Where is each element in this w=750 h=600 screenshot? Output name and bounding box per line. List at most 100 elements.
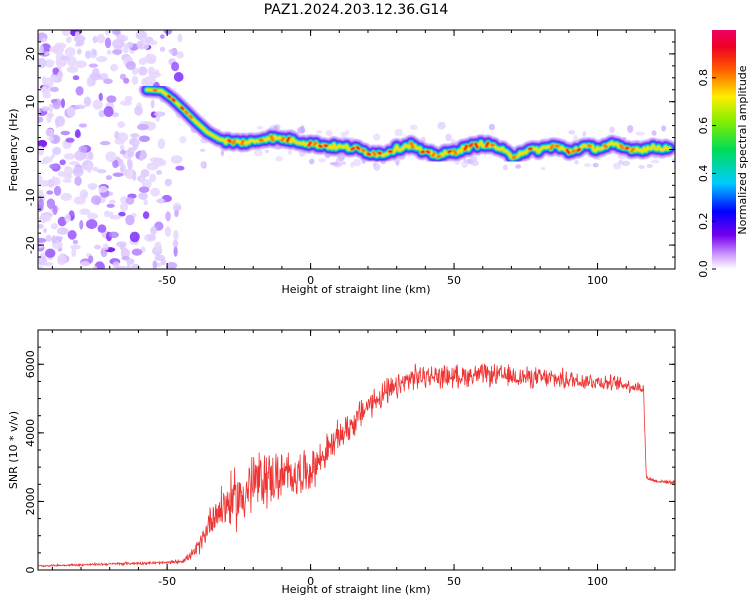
figure-title: PAZ1.2024.203.12.36.G14 (264, 2, 449, 18)
faint-blob (613, 162, 622, 170)
noise-blob (74, 129, 81, 138)
ridge-hot-segment (570, 149, 576, 154)
noise-blob (112, 30, 121, 36)
noise-blob (56, 227, 69, 235)
noise-blob (38, 139, 48, 148)
noise-blob (174, 209, 179, 218)
noise-blob (73, 196, 86, 205)
noise-blob (160, 34, 165, 39)
noise-blob (144, 233, 156, 242)
noise-blob (134, 105, 143, 116)
noise-blob (78, 123, 88, 128)
noise-blob (63, 153, 75, 160)
noise-blob (60, 55, 70, 61)
colorbar-label: Normalized spectral amplitude (736, 65, 749, 234)
noise-blob (50, 86, 59, 93)
noise-blob (131, 248, 143, 256)
noise-blob (140, 149, 147, 160)
faint-blob (618, 159, 624, 165)
noise-blob (109, 214, 122, 220)
noise-blob (176, 51, 184, 59)
faint-blob (309, 158, 315, 165)
x-tick-label: 100 (587, 274, 608, 287)
faint-blob (318, 158, 327, 163)
noise-blob (38, 116, 44, 123)
noise-blob (86, 162, 93, 173)
noise-blob (60, 98, 66, 109)
spectrogram-x-label: Height of straight line (km) (281, 283, 430, 296)
noise-blob (108, 199, 116, 204)
noise-blob (91, 195, 102, 205)
noise-blob (62, 178, 72, 183)
noise-blob (157, 138, 166, 150)
noise-blob (112, 261, 120, 269)
noise-blob (54, 115, 66, 127)
ridge-hot-segment (565, 148, 571, 155)
noise-blob (87, 182, 98, 190)
ridge-hot-segment (447, 149, 452, 154)
noise-blob (98, 92, 103, 102)
ridge-hot-segment (576, 147, 582, 152)
noise-blob (170, 155, 183, 164)
faint-blob (651, 159, 660, 164)
ridge-hot-segment (280, 136, 286, 142)
y-tick-label: 2000 (24, 487, 37, 515)
ridge-hot-segment (463, 144, 469, 151)
noise-blob (71, 247, 77, 258)
noise-blob (42, 76, 47, 85)
faint-blob (179, 136, 187, 144)
noise-blob (50, 153, 56, 159)
faint-blob (199, 148, 206, 152)
noise-blob (96, 55, 108, 63)
ridge-hot-segment (468, 142, 474, 148)
noise-blob (52, 67, 60, 75)
noise-blob (56, 59, 67, 66)
faint-blob (287, 150, 292, 156)
noise-blob (172, 239, 179, 248)
snr-panel: -50 0 50 100 0 2000 4000 6000 Height of straig… (7, 329, 676, 596)
noise-blob (45, 128, 55, 137)
noise-blob (173, 245, 178, 257)
y-tick-label: 6000 (24, 350, 37, 378)
ridge-hot-segment (350, 146, 356, 151)
ridge-hot-segment (474, 142, 479, 149)
noise-blob (150, 226, 157, 236)
faint-blob (373, 133, 381, 141)
faint-blob (583, 163, 592, 168)
noise-blob (112, 49, 123, 55)
noise-blob (70, 244, 81, 250)
noise-blob (76, 48, 82, 55)
noise-blob (116, 266, 128, 269)
noise-blob (38, 145, 45, 156)
noise-blob (141, 179, 152, 189)
noise-blob (72, 75, 80, 81)
faint-blob (635, 131, 645, 136)
noise-blob (48, 136, 55, 142)
noise-blob (53, 185, 62, 196)
snr-y-label: SNR (10 * v/v) (7, 411, 20, 489)
noise-blob (105, 175, 113, 181)
noise-blob (52, 177, 61, 186)
ridge-hot-segment (227, 138, 232, 143)
noise-blob (74, 176, 82, 186)
noise-blob (154, 111, 166, 117)
faint-blob (345, 129, 350, 135)
noise-blob (80, 261, 90, 267)
noise-blob (138, 135, 150, 143)
faint-blob (574, 160, 579, 165)
noise-blob (122, 46, 129, 54)
noise-blob (92, 99, 103, 110)
y-tick-label: 10 (24, 95, 37, 109)
noise-blob (138, 57, 147, 66)
ridge-hot-segment (355, 145, 361, 151)
faint-blob (627, 124, 634, 133)
snr-x-ticks: -50 0 50 100 (51, 330, 656, 588)
noise-blob (112, 172, 124, 177)
ridge-hot-segment (171, 97, 176, 103)
noise-blob (126, 258, 135, 265)
noise-blob (86, 76, 93, 87)
ridge-hot-segment (425, 150, 431, 154)
colorbar-tick-label: 0.2 (697, 212, 710, 230)
noise-blob (92, 166, 99, 172)
noise-blob (91, 49, 97, 56)
